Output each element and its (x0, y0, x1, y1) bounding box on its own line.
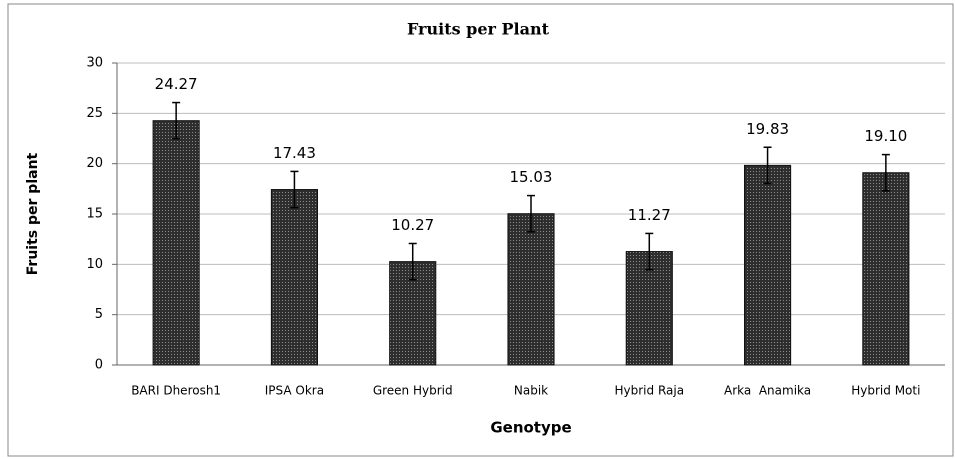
data-label: 11.27 (628, 206, 671, 224)
error-bar (527, 194, 535, 233)
data-label: 19.83 (746, 120, 789, 138)
x-axis-label: Genotype (490, 419, 571, 437)
y-axis-label: Fruits per plant (25, 152, 41, 275)
bar (862, 172, 910, 366)
error-bar (881, 153, 890, 192)
error-bar (172, 101, 181, 140)
y-tick-label: 30 (86, 56, 103, 71)
x-tick-label: Hybrid Moti (851, 384, 920, 398)
bar (744, 164, 792, 366)
data-label: 15.03 (510, 168, 553, 186)
error-bar (763, 146, 772, 185)
x-tick-label: Green Hybrid (373, 384, 453, 398)
bar (507, 213, 555, 366)
chart-title: Fruits per Plant (407, 20, 550, 39)
bar (270, 189, 318, 366)
y-tick-label: 0 (95, 358, 103, 373)
y-tick-label: 10 (86, 257, 103, 272)
bar (152, 120, 200, 366)
y-tick-label: 20 (86, 156, 103, 171)
x-tick-label: Arka Anamika (724, 384, 811, 398)
error-bar (408, 242, 417, 281)
error-bar (645, 232, 654, 271)
x-tick-label: Nabik (514, 384, 548, 398)
y-tick-label: 25 (86, 106, 103, 121)
bar (625, 251, 673, 366)
data-label: 24.27 (155, 75, 198, 93)
x-tick-label: Hybrid Raja (615, 384, 685, 398)
y-tick-label: 5 (95, 307, 103, 322)
data-label: 10.27 (391, 216, 434, 234)
x-tick-label: BARI Dherosh1 (131, 384, 221, 398)
chart-frame (7, 3, 954, 457)
x-tick-label: IPSA Okra (265, 384, 324, 398)
error-bar (290, 170, 299, 209)
y-tick-label: 15 (86, 207, 103, 222)
data-label: 17.43 (273, 144, 316, 162)
data-label: 19.10 (864, 127, 907, 145)
